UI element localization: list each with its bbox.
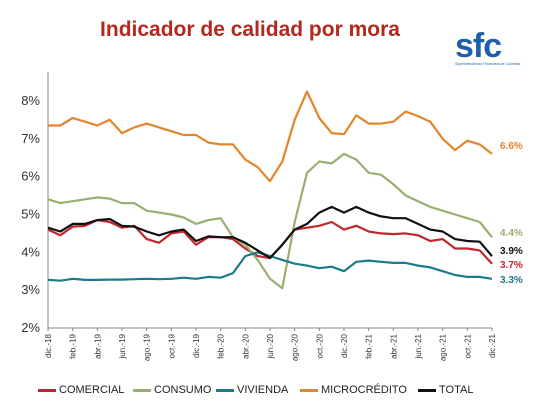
y-axis: 2% 3% 4% 5% 6% 7% 8% (21, 72, 49, 335)
chart-title: Indicador de calidad por mora (100, 18, 400, 41)
x-tick-label: abr.-19 (93, 333, 102, 358)
series-layer (47, 90, 493, 290)
legend-swatch (300, 388, 318, 392)
x-tick-label: dic.-18 (44, 333, 53, 358)
x-tick-label: jun.-21 (414, 333, 423, 359)
x-tick-label: abr.-20 (241, 333, 250, 358)
x-tick-label: oct.-21 (463, 333, 472, 358)
x-tick-label: jun.-20 (266, 333, 275, 359)
y-tick-label: 7% (21, 131, 40, 146)
sfc-logo-text: sfc (455, 27, 502, 65)
x-tick-label: dic.-21 (488, 333, 497, 358)
legend-swatch (133, 388, 151, 392)
y-tick-label: 4% (21, 244, 40, 259)
x-axis: dic.-18 feb.-19 abr.-19 jun.-19 ago.-19 oct.-… (44, 327, 497, 361)
x-tick-label: jun.-19 (118, 333, 127, 359)
end-label-comercial: 3.7% (500, 260, 523, 271)
sfc-logo-subtitle: Superintendencia Financiera de Colombia (455, 62, 521, 66)
legend: COMERCIAL CONSUMO VIVIENDA MICROCRÉDITO TOTA… (38, 384, 538, 400)
series-line-vivienda (47, 251, 493, 282)
y-tick-label: 2% (21, 320, 40, 335)
x-tick-label: ago.-20 (291, 333, 300, 361)
legend-item-comercial: COMERCIAL (38, 384, 124, 396)
y-tick-label: 3% (21, 282, 40, 297)
legend-item-vivienda: VIVIENDA (216, 384, 288, 396)
y-tick-label: 5% (21, 206, 40, 221)
x-tick-label: ago.-19 (143, 333, 152, 361)
legend-item-microcrédito: MICROCRÉDITO (300, 384, 407, 396)
y-tick-label: 8% (21, 93, 40, 108)
legend-label: COMERCIAL (59, 384, 125, 396)
x-tick-label: dic.-19 (192, 333, 201, 358)
legend-swatch (38, 388, 56, 392)
legend-item-total: TOTAL (418, 384, 473, 396)
legend-label: VIVIENDA (237, 384, 289, 396)
end-label-consumo: 4.4% (500, 228, 523, 239)
legend-item-consumo: CONSUMO (133, 384, 211, 396)
sfc-logo: sfc Superintendencia Financiera de Colom… (455, 27, 525, 66)
legend-label: MICROCRÉDITO (321, 384, 407, 396)
x-tick-label: feb.-19 (69, 333, 78, 358)
end-label-vivienda: 3.3% (500, 275, 523, 286)
series-line-microcrédito (48, 90, 493, 183)
end-label-total: 3.9% (500, 246, 523, 257)
legend-label: TOTAL (439, 384, 474, 396)
x-tick-label: feb.-21 (365, 333, 374, 358)
series-line-total (47, 205, 493, 260)
x-tick-label: dic.-20 (340, 333, 349, 358)
y-tick-label: 6% (21, 169, 40, 184)
series-line-consumo (47, 152, 493, 290)
x-tick-label: oct.-20 (315, 333, 324, 358)
legend-swatch (418, 388, 436, 392)
legend-swatch (216, 388, 234, 392)
legend-label: CONSUMO (154, 384, 212, 396)
x-tick-label: feb.-20 (217, 333, 226, 358)
end-labels: 3.7% 4.4% 3.3% 6.6% 3.9% (500, 141, 523, 286)
x-tick-label: oct.-19 (167, 333, 176, 358)
x-tick-label: ago.-21 (439, 333, 448, 361)
x-tick-label: abr.-21 (389, 333, 398, 358)
end-label-microcrédito: 6.6% (500, 141, 523, 152)
